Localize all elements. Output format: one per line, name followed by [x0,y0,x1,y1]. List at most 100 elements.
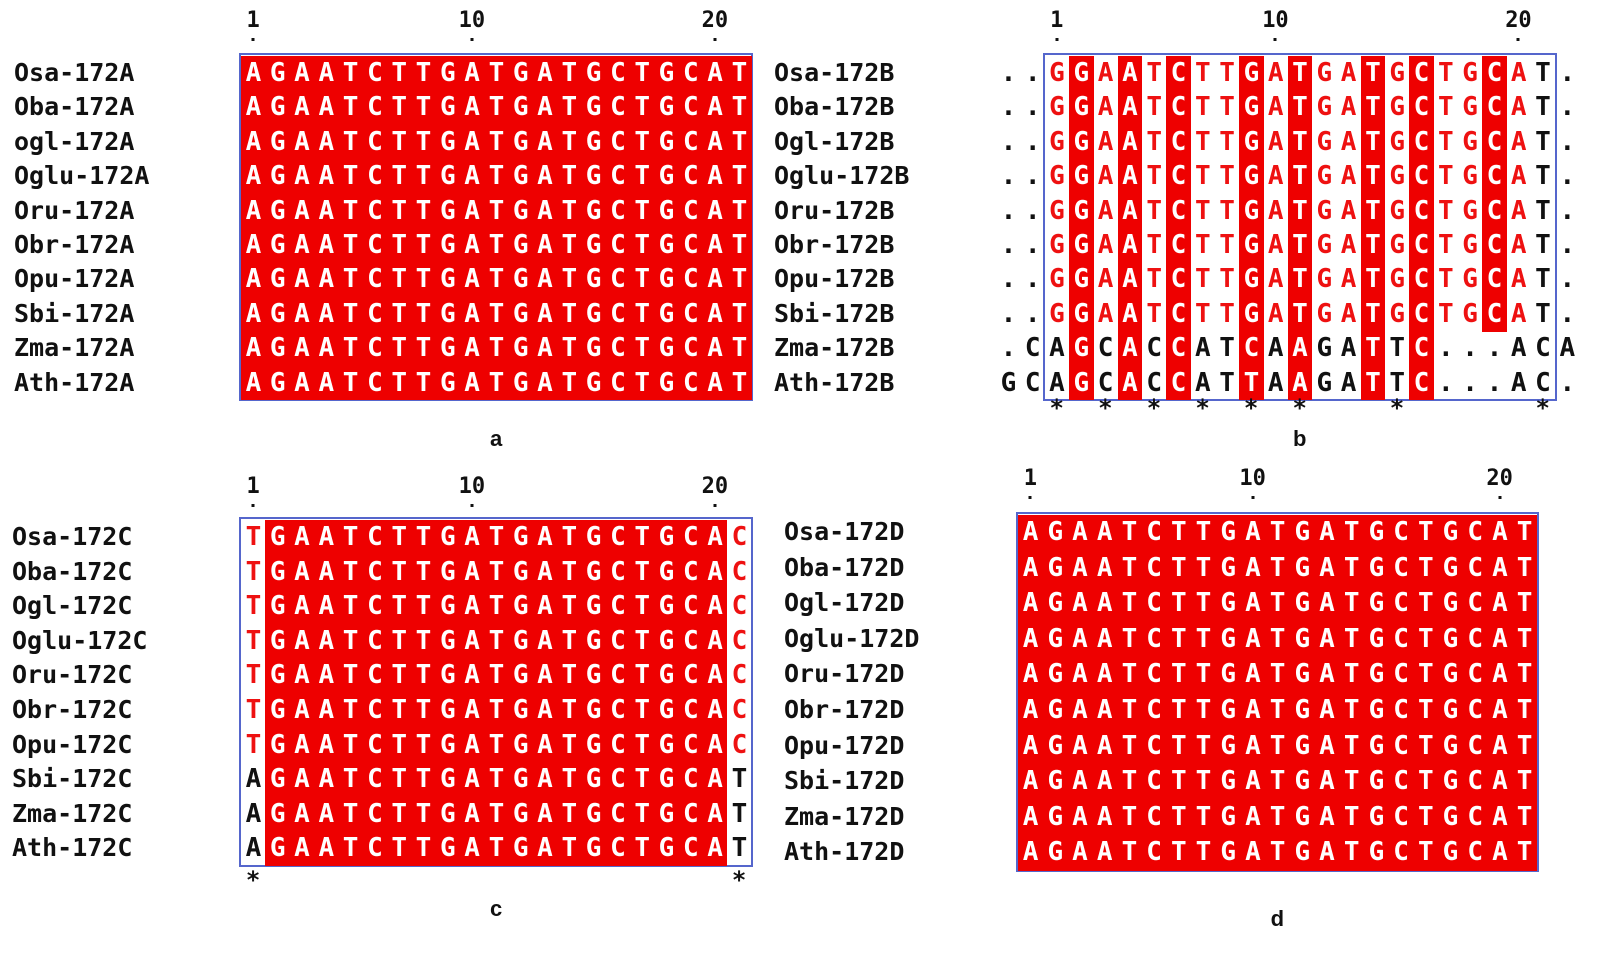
residue-cell: T [556,124,582,160]
residue-cell: G [1068,331,1094,367]
residue-cell: G [1215,764,1241,801]
residue-cell: T [338,589,363,625]
residue-cell: A [1314,693,1340,730]
residue-cell: G [1042,657,1068,694]
residue-cell: A [1314,550,1340,587]
residue-cell: C [678,262,704,298]
residue-cell: A [702,228,728,263]
residue-cell: T [338,554,363,590]
residue-cell: C [1097,367,1114,398]
residue-cell: C [678,520,704,556]
residue-cell: T [411,124,436,160]
residue-cell: G [1437,835,1464,872]
residue-cell: G [508,124,534,160]
residue-cell: C [1141,728,1167,765]
residue-cell: . [1024,230,1041,260]
residue-cell: G [435,90,461,126]
panel-label: a [490,426,503,451]
ruler-tick-label: 20 [1486,466,1513,491]
residue-cell: A [313,365,339,401]
residue-cell: T [484,365,509,401]
residue-cell: G [1289,657,1315,694]
residue-cell: G [1042,764,1068,801]
residue-cell: C [678,554,704,590]
residue-cell: G [1289,621,1315,658]
residue-cell: A [1267,298,1284,329]
ruler-tick-label: 10 [458,8,486,33]
residue-cell: T [1339,621,1365,658]
residue-cell: A [313,228,339,263]
residue-cell: G [654,762,679,798]
conservation-star: * [731,866,747,894]
residue-cell: G [508,762,534,798]
residue-cell: A [313,296,339,332]
ruler-tick-dot [1251,496,1255,499]
residue-cell: A [313,331,339,367]
residue-cell: C [1409,228,1434,263]
residue-cell: A [313,520,339,556]
residue-cell: G [1389,230,1406,260]
sequence-name: Oru-172A [14,195,135,225]
residue-cell: A [459,90,485,126]
residue-cell: T [1190,515,1217,552]
residue-cell: G [508,228,534,263]
residue-cell: C [678,228,704,263]
conservation-star: * [1098,394,1113,422]
residue-cell: A [1487,621,1513,658]
residue-cell: A [1067,764,1093,801]
sequence-name: Oba-172C [12,556,133,586]
residue-cell: . [1000,333,1017,364]
residue-cell: A [313,193,339,229]
residue-cell: A [1117,90,1143,126]
residue-cell: T [629,796,655,832]
residue-cell: T [1116,621,1142,658]
residue-cell: C [362,159,388,195]
residue-cell: T [1437,161,1454,192]
residue-cell: T [1512,728,1538,765]
residue-cell: A [702,727,728,763]
residue-cell: G [654,193,679,229]
residue-cell: A [1240,657,1266,694]
residue-cell: G [1049,230,1065,260]
residue-cell: A [1487,586,1513,623]
residue-cell: T [1194,92,1211,123]
residue-cell: A [1117,331,1143,367]
residue-cell: C [605,796,631,832]
residue-cell: C [362,520,388,556]
ruler-tick-dot [713,38,717,41]
residue-cell: T [338,56,363,91]
residue-cell: G [581,296,606,332]
residue-cell: G [265,56,291,91]
residue-cell: T [1339,693,1365,730]
residue-cell: A [1340,161,1357,192]
residue-cell: T [1413,764,1439,801]
residue-cell: T [386,727,412,763]
residue-cell: T [1219,367,1235,398]
residue-cell: T [1146,298,1163,329]
residue-cell: T [1219,264,1235,295]
residue-cell: A [1097,58,1114,88]
residue-cell: T [484,693,509,729]
residue-cell: G [1239,193,1264,229]
sequence-name: Ogl-172C [12,591,133,621]
residue-cell: G [1437,799,1464,836]
residue-cell: C [1388,586,1414,623]
sequence-name: Oglu-172A [14,161,150,191]
residue-cell: A [289,796,315,832]
residue-cell: G [1215,693,1241,730]
residue-cell: T [1265,621,1291,658]
residue-cell: C [678,589,704,625]
residue-cell: . [1486,333,1503,364]
residue-cell: T [629,727,655,763]
residue-cell: G [1068,193,1094,229]
residue-cell: A [1092,764,1118,801]
sequence-name: Opu-172B [774,264,895,294]
residue-cell: A [241,296,266,332]
residue-cell: C [605,623,631,659]
residue-cell: A [313,762,339,798]
residue-cell: G [1289,728,1315,765]
residue-cell: G [1049,195,1065,226]
residue-cell: G [265,589,291,625]
residue-cell: A [241,124,266,160]
residue-cell: T [1413,550,1439,587]
